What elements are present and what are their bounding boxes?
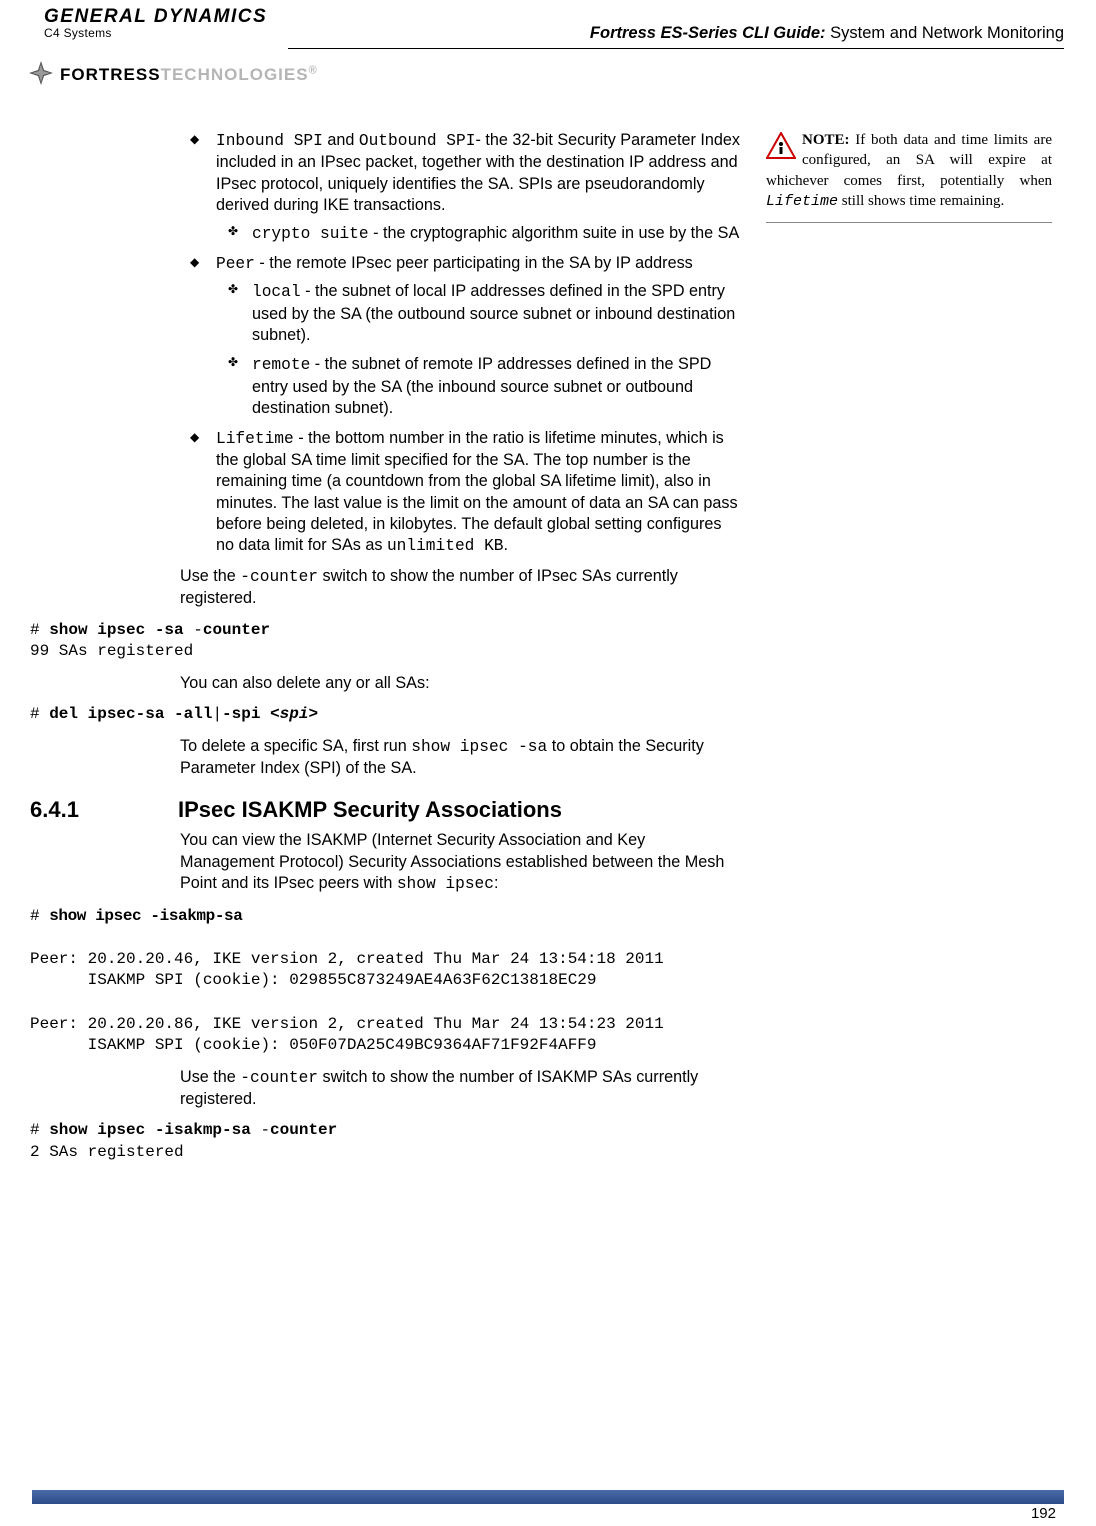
- code-text: remote: [252, 356, 310, 374]
- code-text: crypto suite: [252, 225, 369, 243]
- body-text: - the subnet of remote IP addresses defi…: [252, 355, 711, 417]
- note-label: NOTE:: [802, 132, 850, 148]
- body-text: and: [323, 131, 359, 149]
- body-text: - the bottom number in the ratio is life…: [216, 429, 738, 555]
- body-text: .: [504, 536, 509, 554]
- page-header: GENERAL DYNAMICS C4 Systems Fortress ES-…: [0, 0, 1096, 80]
- cli-block: # del ipsec-sa -all|-spi <spi>: [30, 704, 870, 726]
- body-text: - the subnet of local IP addresses defin…: [252, 282, 735, 344]
- list-item: Inbound SPI and Outbound SPI- the 32-bit…: [180, 130, 740, 245]
- cli-prompt: #: [30, 621, 49, 639]
- section-heading: 6.4.1IPsec ISAKMP Security Associations: [30, 795, 870, 824]
- cli-dash: -: [260, 1121, 270, 1139]
- gd-logo: GENERAL DYNAMICS C4 Systems: [44, 6, 267, 40]
- cli-cmd: del ipsec-sa -all: [49, 705, 212, 723]
- bullet-list: Inbound SPI and Outbound SPI- the 32-bit…: [180, 130, 740, 558]
- body-text: Use the: [180, 1068, 240, 1086]
- cli-prompt: #: [30, 705, 49, 723]
- note-body-suf: still shows time remaining.: [838, 193, 1004, 209]
- list-item: Peer - the remote IPsec peer participati…: [180, 253, 740, 420]
- main-column: Inbound SPI and Outbound SPI- the 32-bit…: [180, 130, 740, 1174]
- code-text: Peer: [216, 255, 255, 273]
- cli-cmd: show ipsec -isakmp-sa: [49, 1121, 260, 1139]
- reg-mark: ®: [309, 64, 318, 76]
- paragraph: You can view the ISAKMP (Internet Securi…: [180, 830, 740, 895]
- cli-block: # show ipsec -isakmp-sa -counter 2 SAs r…: [30, 1120, 870, 1163]
- cli-cmd: show ipsec -isakmp-sa: [49, 907, 242, 925]
- info-icon: [766, 132, 796, 166]
- section-number: 6.4.1: [30, 795, 178, 824]
- body-text: - the cryptographic algorithm suite in u…: [369, 224, 740, 242]
- page-body: NOTE: If both data and time limits are c…: [0, 130, 1096, 1486]
- cli-output: Peer: 20.20.20.46, IKE version 2, create…: [30, 950, 664, 1054]
- header-rule: [288, 48, 1064, 49]
- code-text: show ipsec: [397, 875, 494, 893]
- code-text: show ipsec -sa: [411, 738, 547, 756]
- cli-dash: -: [193, 621, 203, 639]
- side-note: NOTE: If both data and time limits are c…: [766, 130, 1052, 223]
- body-text: To delete a specific SA, first run: [180, 737, 411, 755]
- sub-list: local - the subnet of local IP addresses…: [216, 281, 740, 419]
- gd-logo-main: GENERAL DYNAMICS: [44, 6, 267, 28]
- cli-prompt: #: [30, 907, 49, 925]
- footer-bar: [32, 1490, 1064, 1504]
- code-text: -counter: [240, 568, 318, 586]
- fortress-text-grey: TECHNOLOGIES: [161, 65, 309, 84]
- paragraph: You can also delete any or all SAs:: [180, 673, 740, 694]
- list-item: crypto suite - the cryptographic algorit…: [216, 223, 740, 245]
- code-text: Outbound SPI: [359, 132, 476, 150]
- cli-cmd: -spi: [222, 705, 270, 723]
- code-text: -counter: [240, 1069, 318, 1087]
- list-item: Lifetime - the bottom number in the rati…: [180, 428, 740, 558]
- note-code: Lifetime: [766, 193, 838, 210]
- body-text: :: [494, 874, 499, 892]
- code-text: Inbound SPI: [216, 132, 323, 150]
- fortress-icon: [28, 60, 54, 91]
- code-text: unlimited KB: [387, 537, 504, 555]
- code-text: local: [252, 283, 301, 301]
- sub-list: crypto suite - the cryptographic algorit…: [216, 223, 740, 245]
- cli-pipe: |: [212, 705, 222, 723]
- cli-cmd: counter: [270, 1121, 337, 1139]
- cli-output: 2 SAs registered: [30, 1143, 184, 1161]
- section-title: IPsec ISAKMP Security Associations: [178, 795, 562, 824]
- gd-logo-sub: C4 Systems: [44, 26, 267, 40]
- code-text: Lifetime: [216, 430, 294, 448]
- page-number: 192: [1031, 1505, 1056, 1522]
- cli-prompt: #: [30, 1121, 49, 1139]
- doc-title-rest: System and Network Monitoring: [826, 24, 1064, 42]
- body-text: Use the: [180, 567, 240, 585]
- fortress-logo: FORTRESSTECHNOLOGIES®: [28, 60, 318, 91]
- cli-arg: <spi>: [270, 705, 318, 723]
- fortress-text-bold: FORTRESS: [60, 65, 161, 84]
- list-item: remote - the subnet of remote IP address…: [216, 354, 740, 419]
- paragraph: To delete a specific SA, first run show …: [180, 736, 740, 780]
- cli-output: 99 SAs registered: [30, 642, 193, 660]
- cli-block: # show ipsec -sa -counter 99 SAs registe…: [30, 620, 870, 663]
- paragraph: Use the -counter switch to show the numb…: [180, 566, 740, 610]
- list-item: local - the subnet of local IP addresses…: [216, 281, 740, 346]
- body-text: - the remote IPsec peer participating in…: [255, 254, 693, 272]
- cli-block: # show ipsec -isakmp-sa Peer: 20.20.20.4…: [30, 906, 870, 1057]
- note-rule: [766, 222, 1052, 223]
- cli-cmd: show ipsec -sa: [49, 621, 193, 639]
- doc-title: Fortress ES-Series CLI Guide: System and…: [590, 24, 1064, 43]
- doc-title-em: Fortress ES-Series CLI Guide:: [590, 24, 826, 42]
- cli-cmd: counter: [203, 621, 270, 639]
- paragraph: Use the -counter switch to show the numb…: [180, 1067, 740, 1111]
